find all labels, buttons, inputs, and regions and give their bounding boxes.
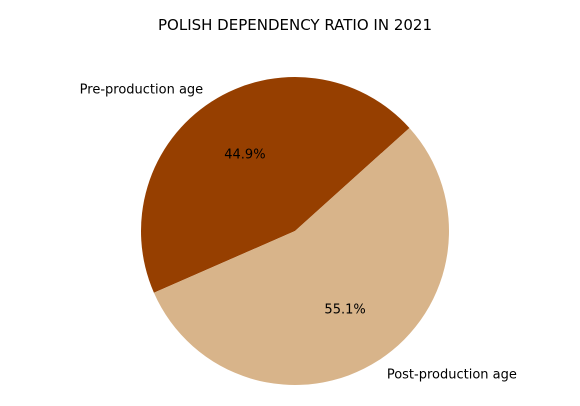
pie-labels: 44.9% Pre-production age 55.1% Post-product…: [80, 83, 517, 383]
slice-percent-label-0: 44.9%: [224, 147, 265, 162]
chart-title: POLISH DEPENDENCY RATIO IN 2021: [158, 16, 432, 34]
pie-slice-0: [141, 76, 410, 293]
pie-slices: [141, 76, 449, 385]
slice-percent-label-1: 55.1%: [324, 303, 365, 318]
slice-category-label-1: Post-production age: [387, 367, 517, 382]
pie-slice-1: [153, 127, 449, 385]
slice-category-label-0: Pre-production age: [80, 83, 204, 98]
